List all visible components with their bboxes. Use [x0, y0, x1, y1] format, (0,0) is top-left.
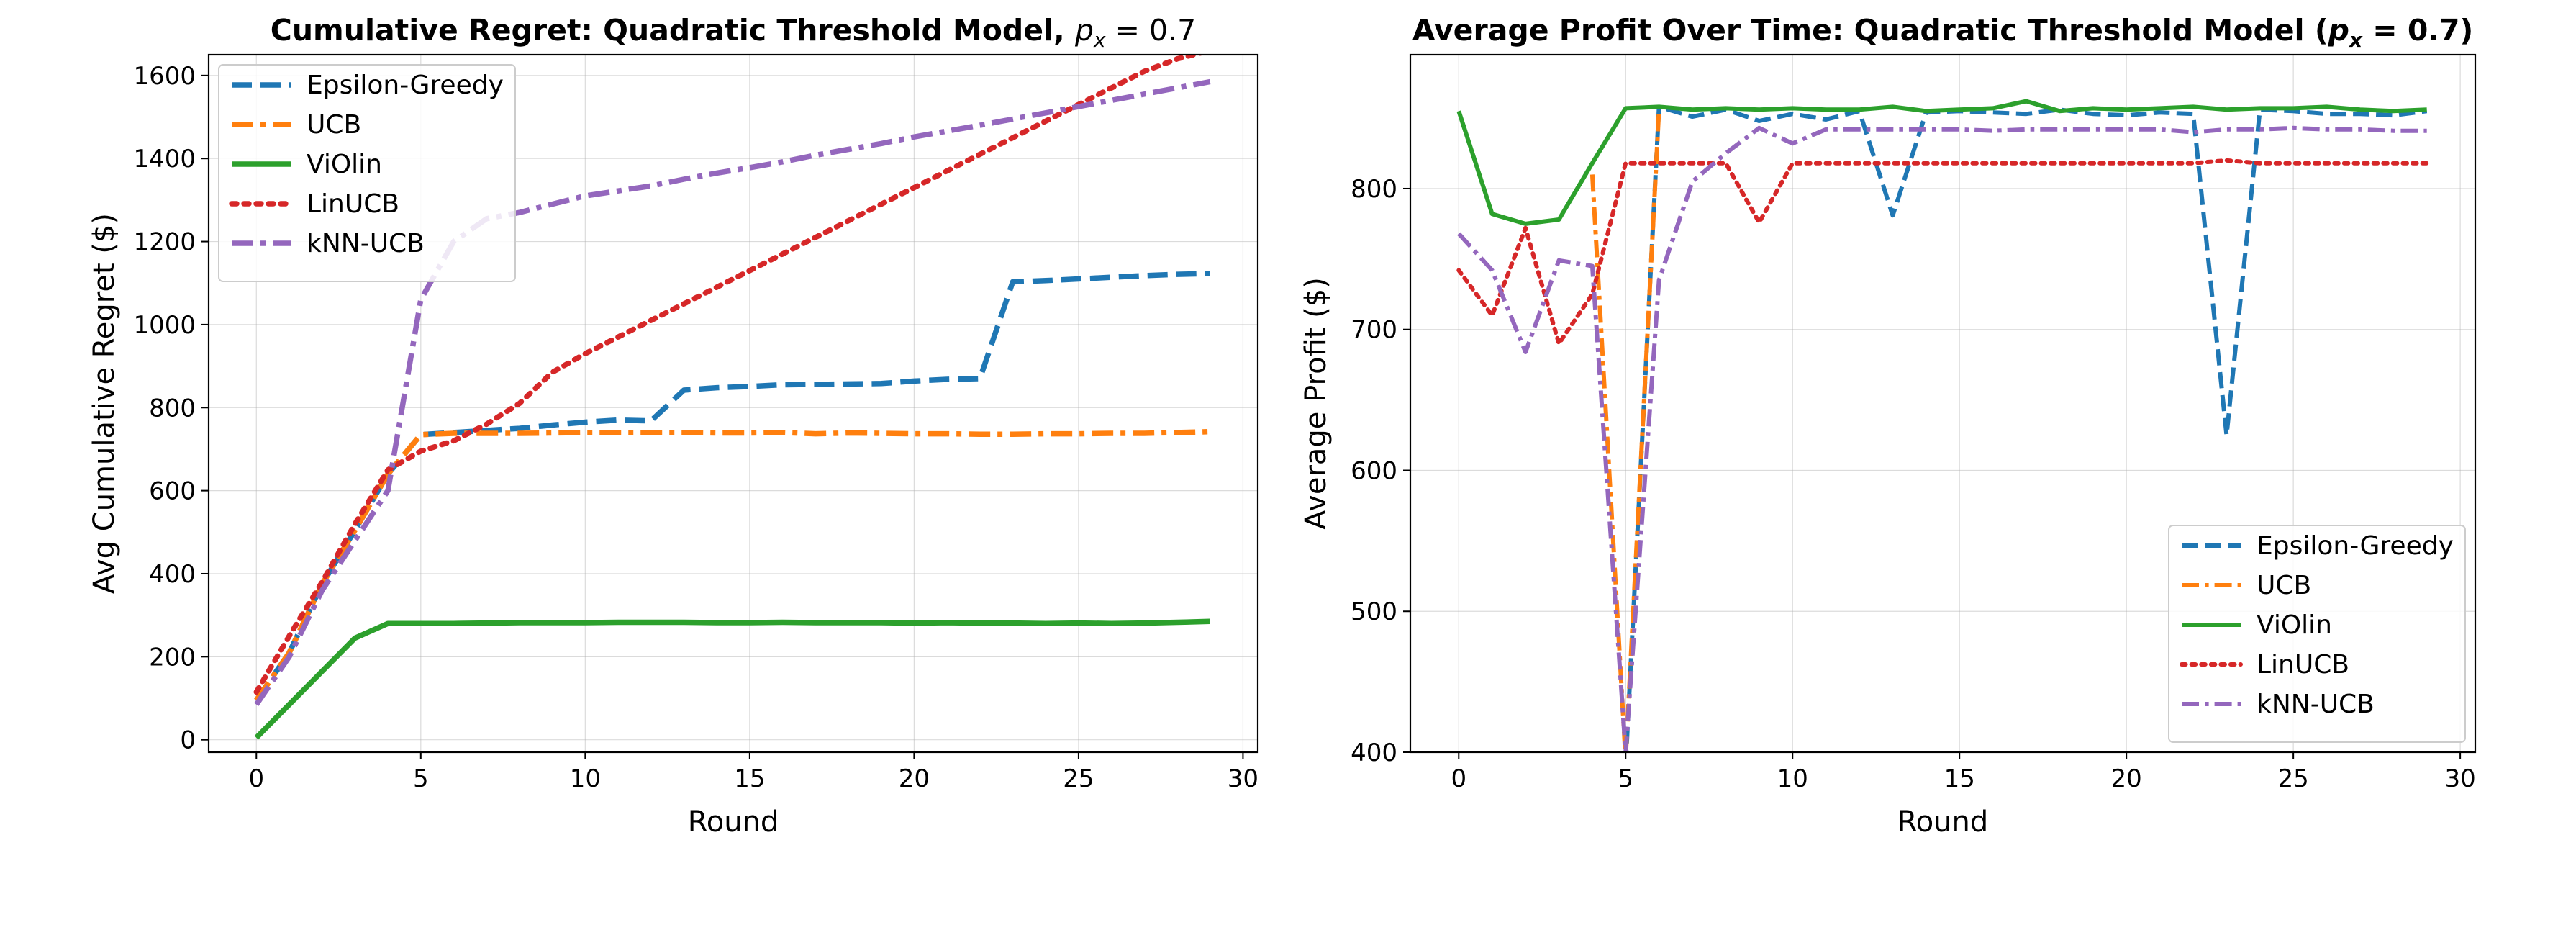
y-tick-label: 800 — [1351, 175, 1397, 204]
x-tick-label: 0 — [248, 764, 264, 793]
title-math-sub: x — [2348, 28, 2363, 52]
legend-label: Epsilon-Greedy — [307, 71, 504, 100]
y-tick-label: 800 — [149, 394, 196, 423]
legend-label: kNN-UCB — [2257, 690, 2375, 719]
legend-label: ViOlin — [2257, 610, 2332, 640]
series-line-epsilon-greedy — [1624, 104, 2428, 752]
series-line-violin — [254, 618, 1210, 740]
series-line-linucb — [1456, 158, 2429, 346]
y-tick-label: 500 — [1351, 597, 1397, 626]
plot-frame — [1409, 53, 2477, 754]
profit-chart: 0 5 10 15 20 25 30 400 500 600 700 800 Round Average … — [1300, 13, 2477, 839]
legend: Epsilon-Greedy UCB ViOlin LinUCB kNN-UCB — [218, 64, 516, 282]
legend-label: Epsilon-Greedy — [2257, 531, 2454, 561]
y-tick-label: 400 — [149, 560, 196, 589]
regret-chart: 0 5 10 15 20 25 30 0 200 400 600 800 1000 1200 1400 160… — [88, 13, 1259, 839]
x-tick-label: 15 — [1944, 764, 1975, 793]
series-line-knn-ucb — [254, 78, 1211, 706]
grid — [209, 55, 1258, 752]
legend-label: kNN-UCB — [307, 229, 425, 258]
legend: Epsilon-Greedy UCB ViOlin LinUCB kNN-UCB — [2168, 525, 2466, 743]
x-tick-label: 15 — [734, 764, 765, 793]
x-tick-label: 5 — [413, 764, 429, 793]
y-tick-label: 600 — [1351, 456, 1397, 485]
chart-title: Average Profit Over Time: Quadratic Thre… — [1412, 13, 2474, 52]
legend-label: LinUCB — [2257, 650, 2349, 680]
x-tick-label: 0 — [1451, 764, 1466, 793]
y-tick-label: 1600 — [133, 62, 196, 91]
x-axis-label: Round — [688, 805, 779, 839]
legend-label: UCB — [307, 110, 361, 140]
title-math-sub: x — [1093, 28, 1106, 52]
series-line-knn-ucb — [1457, 125, 2427, 752]
series-line-violin — [1456, 99, 2427, 226]
x-tick-label: 10 — [1777, 764, 1808, 793]
y-tick-label: 1200 — [133, 228, 196, 257]
series-lines — [1456, 99, 2429, 752]
y-tick-label: 700 — [1351, 316, 1397, 345]
y-axis-label: Avg Cumulative Regret ($) — [88, 213, 121, 594]
y-tick-label: 1000 — [133, 311, 196, 340]
y-tick-label: 200 — [149, 643, 196, 672]
x-tick-label: 20 — [899, 764, 930, 793]
series-line-linucb — [253, 55, 1205, 695]
title-text: Cumulative Regret: Quadratic Threshold M… — [271, 13, 1075, 48]
legend-label: UCB — [2257, 571, 2311, 600]
legend-label: ViOlin — [307, 150, 382, 179]
x-axis-label: Round — [1897, 805, 1989, 839]
x-tick-label: 25 — [1063, 764, 1094, 793]
x-tick-label: 10 — [570, 764, 601, 793]
title-math: p — [1074, 13, 1094, 48]
x-tick-label: 5 — [1618, 764, 1633, 793]
y-tick-label: 0 — [180, 726, 196, 755]
x-tick-label: 20 — [2111, 764, 2142, 793]
series-lines — [253, 55, 1211, 740]
legend-box — [218, 64, 516, 282]
title-math-rest: = 0.7 — [1106, 13, 1197, 48]
legend-label: LinUCB — [307, 189, 399, 219]
series-line-ucb — [254, 428, 1210, 703]
y-axis-label: Average Profit ($) — [1300, 277, 1333, 530]
y-tick-label: 1400 — [133, 145, 196, 173]
x-tick-label: 30 — [1228, 764, 1258, 793]
x-tick-label: 30 — [2444, 764, 2475, 793]
chart-title: Cumulative Regret: Quadratic Threshold M… — [271, 13, 1196, 52]
series-line-epsilon-greedy — [254, 271, 1210, 703]
y-tick-label: 400 — [1351, 739, 1397, 767]
title-text: Average Profit Over Time: Quadratic Thre… — [1412, 13, 2328, 48]
x-tick-label: 25 — [2278, 764, 2309, 793]
title-math: p — [2328, 13, 2349, 48]
y-tick-label: 600 — [149, 477, 196, 506]
plot-frame — [207, 53, 1259, 754]
series-line-ucb — [1589, 109, 1661, 752]
legend-box — [2168, 525, 2466, 743]
title-math-rest: = 0.7) — [2362, 13, 2473, 48]
